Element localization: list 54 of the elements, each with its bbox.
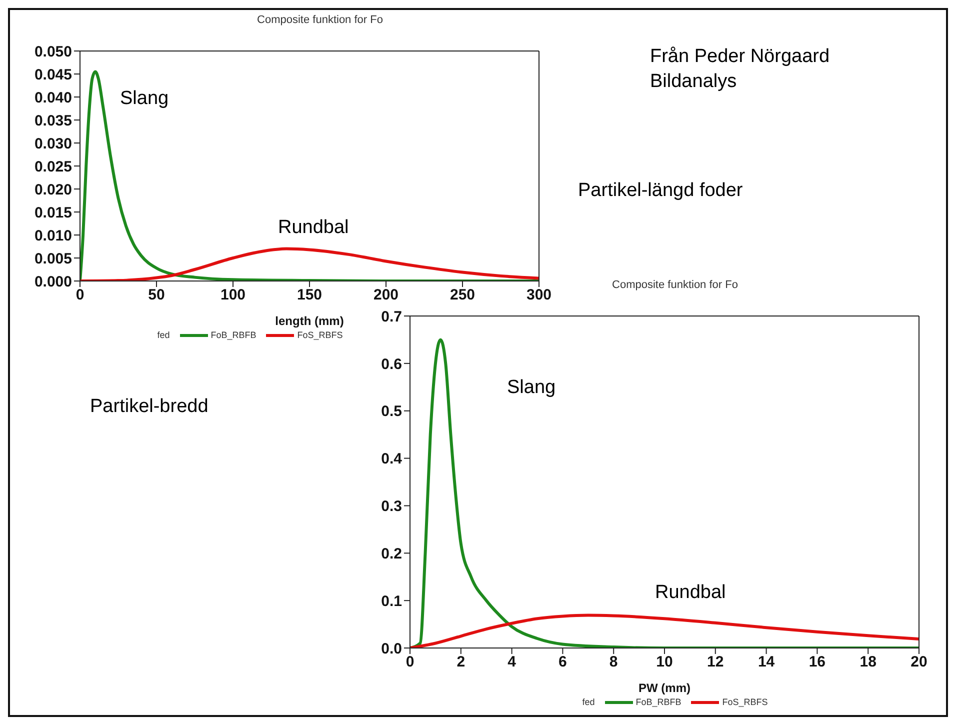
annotation: Slang [120, 87, 170, 111]
text: Partikel-bredd [90, 395, 210, 419]
x-tick-label: 50 [148, 286, 165, 304]
legend-title: fed [582, 697, 595, 707]
legend-label: FoS_RBFS [297, 330, 343, 340]
y-tick-label: 0.2 [381, 545, 402, 562]
legend-label: FoB_RBFB [210, 330, 256, 340]
chart-title: Composite funktion for Fo [612, 279, 738, 291]
y-tick-label: 0.020 [34, 181, 72, 198]
y-tick-label: 0.6 [381, 356, 402, 373]
x-tick-label: 12 [707, 654, 724, 671]
x-tick-label: 16 [808, 654, 826, 671]
y-tick-label: 0.5 [381, 403, 402, 420]
x-tick-label: 150 [296, 286, 322, 304]
x-tick-label: 2 [456, 654, 466, 671]
x-tick-label: 0 [406, 654, 414, 671]
legend-title: fed [157, 330, 170, 340]
x-tick-label: 18 [860, 654, 876, 671]
x-tick-label: 6 [558, 654, 567, 671]
y-tick-label: 0.035 [34, 112, 72, 130]
chart-title: Composite funktion for Fo [256, 13, 384, 28]
y-tick-label: 0.025 [34, 158, 72, 176]
y-tick-label: 0.3 [381, 498, 402, 516]
y-tick-label: 0.040 [34, 89, 72, 106]
y-tick-label: 0.1 [381, 592, 402, 610]
y-tick-label: 0.000 [34, 273, 72, 290]
x-tick-label: 250 [450, 286, 476, 304]
x-tick-label: 14 [758, 654, 776, 671]
x-tick-label: 20 [910, 654, 928, 671]
x-tick-label: 100 [220, 286, 246, 304]
text: Partikel-längd foder [578, 179, 744, 203]
annotation: Rundbal [278, 216, 350, 240]
legend-label: FoB_RBFB [636, 697, 682, 707]
x-tick-label: 4 [508, 654, 517, 671]
legend-label: FoS_RBFS [722, 697, 768, 707]
y-tick-label: 0.045 [34, 66, 72, 84]
x-tick-label: 10 [656, 654, 673, 671]
x-axis-title: length (mm) [275, 314, 344, 328]
y-tick-label: 0.050 [34, 43, 72, 60]
y-tick-label: 0.005 [34, 250, 72, 268]
y-tick-label: 0.4 [381, 450, 403, 468]
y-tick-label: 0.010 [34, 227, 72, 244]
x-tick-label: 8 [609, 654, 618, 671]
x-tick-label: 200 [373, 286, 399, 304]
x-tick-label: 0 [76, 286, 84, 304]
y-tick-label: 0.030 [34, 135, 72, 152]
y-tick-label: 0.015 [34, 204, 72, 222]
text: Från Peder Nörgaard Bildanalys [650, 45, 831, 94]
annotation: Rundbal [655, 581, 727, 605]
annotation: Slang [507, 376, 557, 400]
x-tick-label: 300 [526, 286, 552, 304]
y-tick-label: 0.0 [381, 640, 402, 658]
y-tick-label: 0.7 [381, 308, 402, 326]
x-axis-title: PW (mm) [638, 681, 690, 695]
